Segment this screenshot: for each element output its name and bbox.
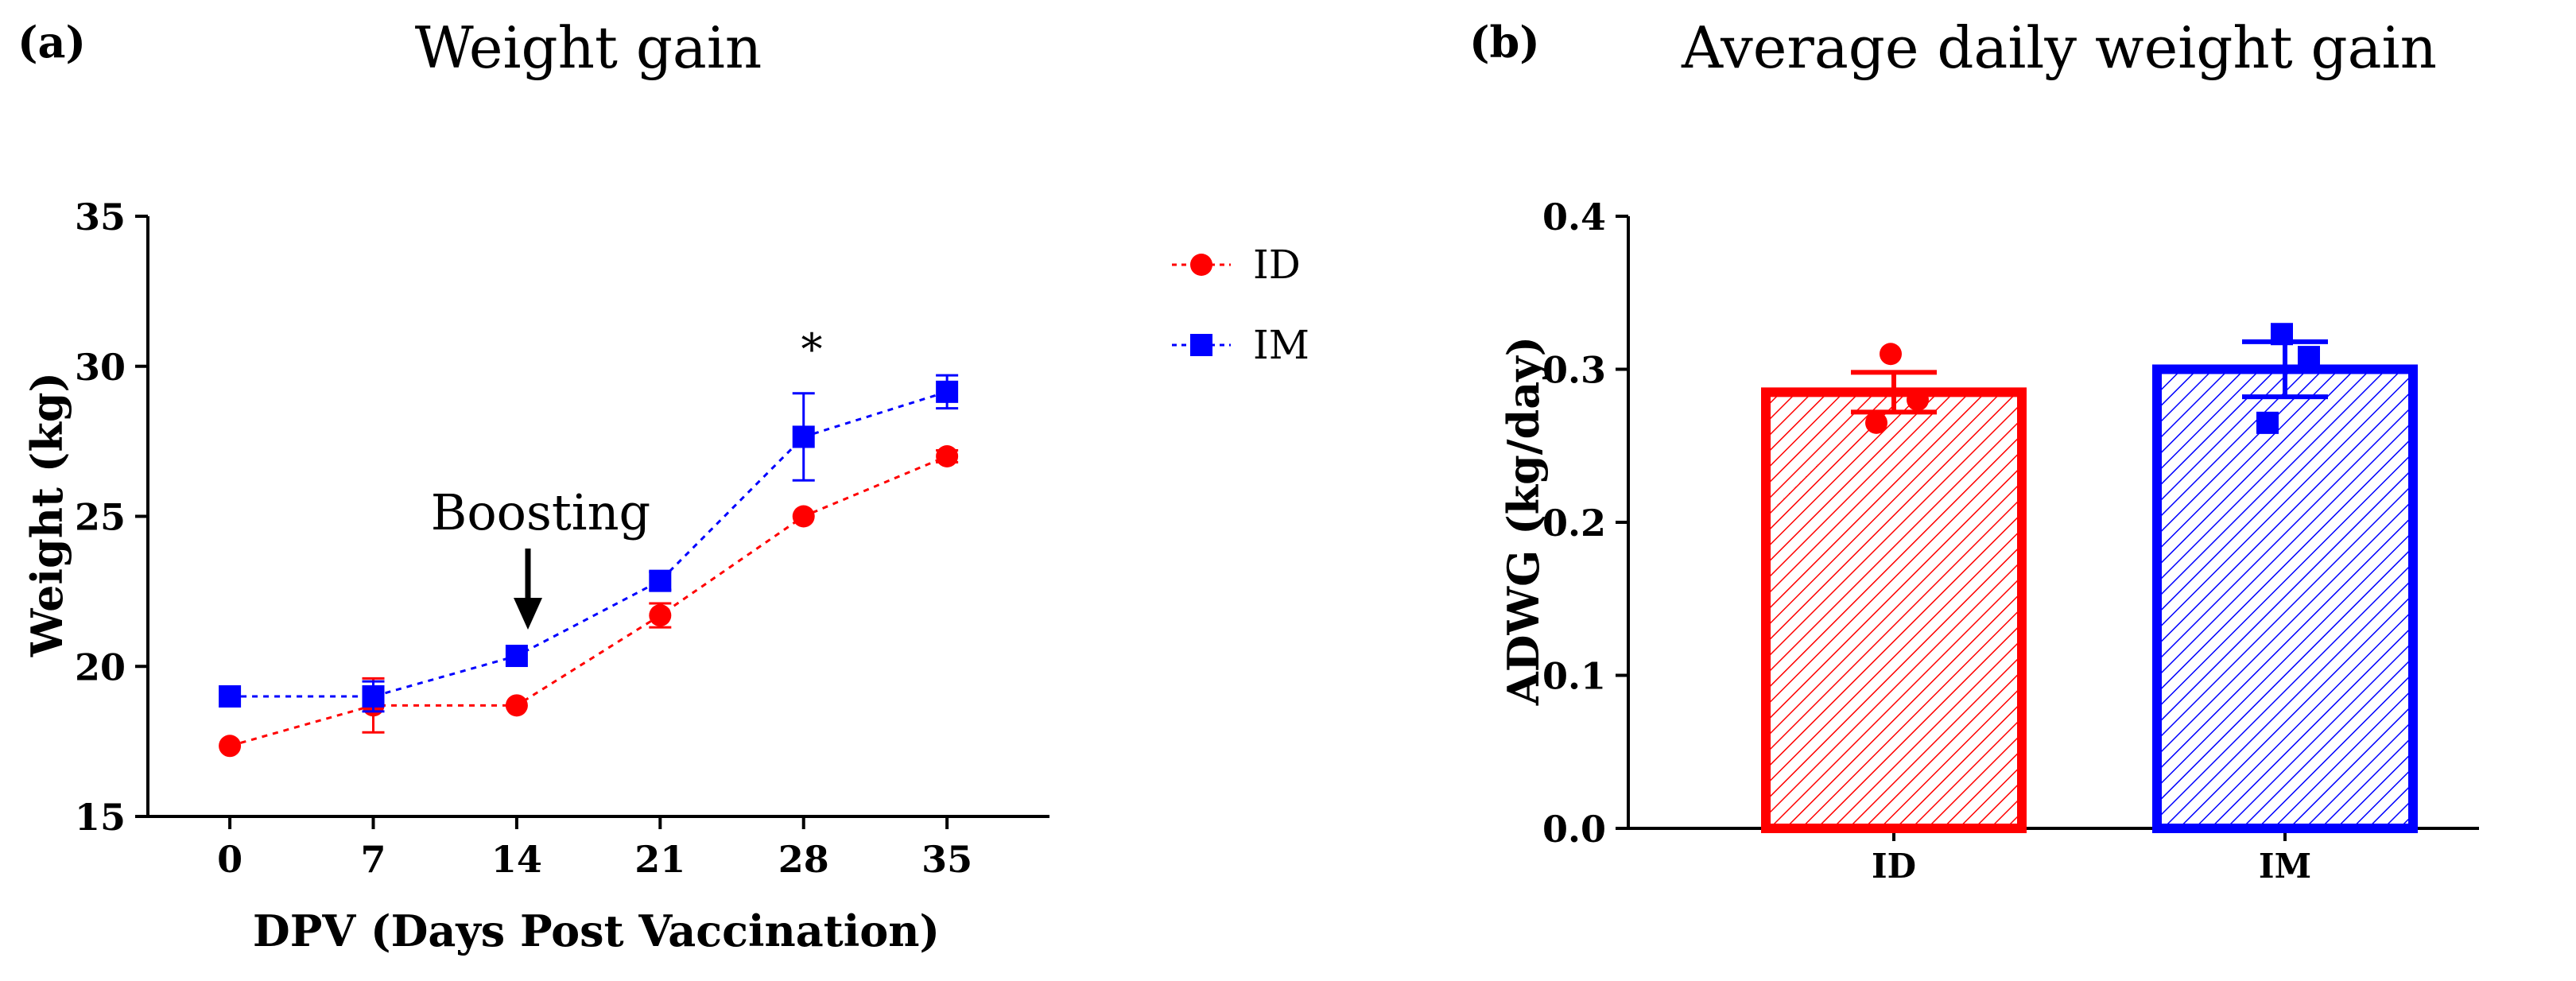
- bar-id: [1761, 387, 2027, 833]
- legend-im-marker: [1190, 334, 1212, 356]
- legend-id-marker: [1190, 254, 1212, 276]
- panel-b-x-tick-label: ID: [1872, 847, 1916, 886]
- panel-b-y-axis-label: ADWG (kg/day): [1498, 336, 1549, 706]
- panel-b-label: (b): [1469, 17, 1540, 68]
- panel-b-bars: [1761, 323, 2418, 833]
- panel-a-x-tick-label: 14: [491, 838, 542, 881]
- panel-a-legend: ID IM: [1172, 242, 1309, 368]
- bar-id-data-point: [1865, 411, 1887, 434]
- series-id-point: [219, 735, 242, 758]
- panel-a-x-tick-label: 28: [778, 838, 829, 881]
- legend-id-label: ID: [1253, 242, 1301, 288]
- panel-a-y-tick-label: 35: [75, 196, 126, 238]
- panel-b-y-tick-label: 0.4: [1542, 196, 1606, 238]
- panel-b: (b) Average daily weight gain 0.00.10.20…: [1469, 14, 2479, 886]
- panel-a-y-tick-label: 30: [75, 346, 126, 389]
- panel-a-x-axis: 0 7 14 21 28 35: [148, 815, 1049, 881]
- panel-a-series: [219, 374, 959, 758]
- significance-marker: *: [801, 324, 823, 374]
- bar-id-data-point: [1880, 343, 1902, 366]
- series-id-line: [229, 455, 948, 747]
- series-im-point: [219, 685, 242, 708]
- boosting-annotation: Boosting: [431, 483, 650, 541]
- panel-a-x-tick-label: 0: [217, 838, 242, 881]
- panel-b-y-axis: 0.0 0.1 0.2 0.3 0.4: [1542, 196, 1630, 851]
- panel-a-x-tick-label: 35: [921, 838, 972, 881]
- series-id-point: [505, 694, 528, 717]
- panel-b-y-tick-label: 0.3: [1542, 349, 1606, 392]
- panel-a-y-tick-label: 20: [75, 646, 126, 688]
- bar-im: [2152, 364, 2418, 833]
- panel-a-title: Weight gain: [415, 14, 762, 81]
- panel-a-label: (a): [17, 17, 86, 68]
- bar-im-data-point: [2256, 411, 2279, 434]
- bar-id-data-point: [1907, 389, 1929, 411]
- legend-im-label: IM: [1253, 322, 1309, 368]
- panel-b-y-tick-label: 0.2: [1542, 502, 1606, 545]
- series-im-point: [936, 380, 959, 403]
- series-id-point: [792, 505, 815, 528]
- panel-a-y-tick-label: 15: [75, 796, 126, 839]
- panel-a-x-tick-label: 7: [360, 838, 386, 881]
- series-im-point: [649, 569, 672, 592]
- bar-im-data-point: [2298, 346, 2320, 369]
- panel-a-y-axis: 15 20 25 30 35: [75, 196, 149, 839]
- panel-a-y-tick-label: 25: [75, 496, 126, 539]
- series-im-point: [792, 425, 815, 448]
- panel-b-y-tick-label: 0.1: [1542, 655, 1606, 698]
- series-id-point: [649, 604, 672, 627]
- panel-b-x-tick-label: IM: [2259, 847, 2311, 886]
- panel-a-x-tick-label: 21: [634, 838, 685, 881]
- series-im-line: [230, 390, 948, 698]
- panel-a-y-axis-label: Weight (kg): [21, 372, 72, 657]
- panel-a: (a) Weight gain 15 20 25 30 35 0 7 14 21 28 35 We…: [17, 14, 1309, 956]
- panel-a-x-axis-label: DPV (Days Post Vaccination): [253, 905, 940, 956]
- panel-b-title: Average daily weight gain: [1681, 14, 2437, 81]
- boosting-arrow-head: [514, 598, 542, 630]
- series-id-point: [936, 445, 959, 467]
- series-im-point: [505, 645, 528, 668]
- bar-im-data-point: [2271, 323, 2293, 346]
- panel-b-y-tick-label: 0.0: [1542, 808, 1606, 851]
- panel-b-x-axis: ID IM: [1628, 827, 2479, 886]
- series-im-point: [362, 685, 385, 708]
